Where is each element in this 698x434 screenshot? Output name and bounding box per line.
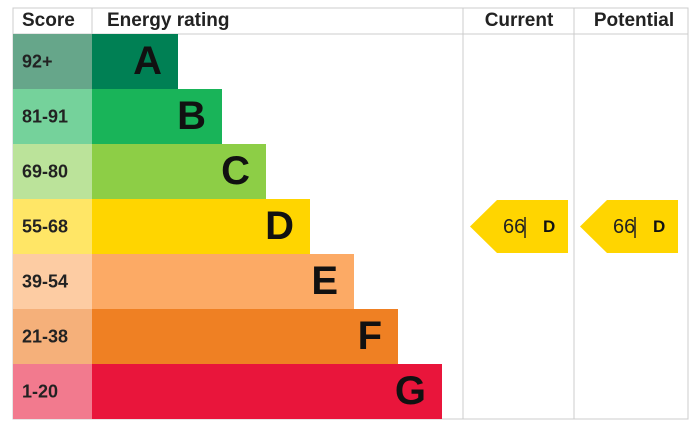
score-label: 1-20 [22, 381, 58, 401]
score-label: 55-68 [22, 216, 68, 236]
rating-bar [92, 364, 442, 419]
rating-bar [92, 309, 398, 364]
header-rating: Energy rating [107, 10, 229, 31]
rating-bar [92, 144, 266, 199]
rating-letter: B [177, 94, 206, 138]
rating-letter: F [358, 314, 382, 358]
rating-letter: G [395, 369, 426, 413]
current-letter: D [543, 217, 555, 236]
score-label: 92+ [22, 51, 53, 71]
rating-letter: C [221, 149, 250, 193]
score-cell [13, 364, 92, 419]
rating-letter: A [133, 39, 162, 83]
score-cell [13, 89, 92, 144]
current-value: 66 [503, 216, 525, 238]
score-label: 21-38 [22, 326, 68, 346]
header-score: Score [22, 10, 75, 31]
score-cell [13, 34, 92, 89]
score-label: 39-54 [22, 271, 68, 291]
rating-bar [92, 199, 310, 254]
rating-bar [92, 34, 178, 89]
rating-bar [92, 254, 354, 309]
header-current: Current [485, 10, 554, 31]
score-cell [13, 309, 92, 364]
score-cell [13, 254, 92, 309]
score-cell [13, 199, 92, 254]
potential-value: 66 [613, 216, 635, 238]
score-cell [13, 144, 92, 199]
potential-arrow [580, 200, 678, 253]
rating-letter: E [311, 259, 338, 303]
rating-bar [92, 89, 222, 144]
header-potential: Potential [594, 10, 674, 31]
rating-letter: D [265, 204, 294, 248]
score-label: 69-80 [22, 161, 68, 181]
potential-letter: D [653, 217, 665, 236]
score-label: 81-91 [22, 106, 68, 126]
current-arrow [470, 200, 568, 253]
